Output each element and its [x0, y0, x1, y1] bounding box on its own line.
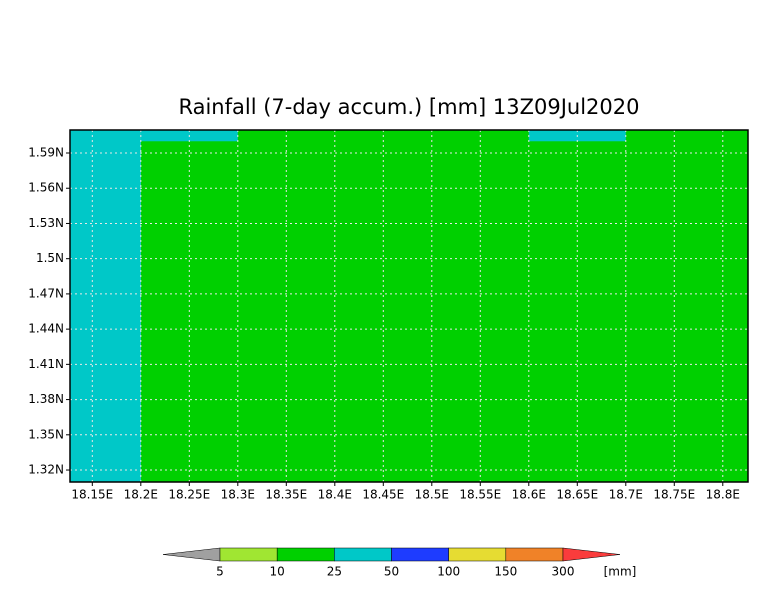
colorbar-label: 25 [327, 565, 342, 579]
colorbar-label: 10 [270, 565, 285, 579]
colorbar-high [562, 547, 621, 562]
colorbar-segment [391, 547, 449, 562]
y-tick-label: 1.59N [28, 146, 64, 160]
x-tick-label: 18.35E [265, 488, 307, 502]
y-tick-label: 1.35N [28, 427, 64, 441]
y-tick-label: 1.32N [28, 463, 64, 477]
y-tick-label: 1.44N [28, 322, 64, 336]
y-tick-label: 1.5N [36, 251, 64, 265]
plot-frame [69, 129, 749, 483]
x-tick-label: 18.6E [512, 488, 546, 502]
x-tick-label: 18.2E [124, 488, 158, 502]
colorbar-segment [219, 547, 278, 562]
x-tick-label: 18.5E [415, 488, 449, 502]
x-tick-label: 18.3E [221, 488, 255, 502]
y-tick-label: 1.53N [28, 216, 64, 230]
x-tick-label: 18.25E [168, 488, 210, 502]
x-tick-label: 18.45E [362, 488, 404, 502]
rain-cell [70, 130, 141, 482]
rain-cell [140, 130, 748, 482]
colorbar-label: 300 [552, 565, 575, 579]
colorbar-label: 50 [384, 565, 399, 579]
colorbar-segment [448, 547, 507, 562]
y-tick-label: 1.41N [28, 357, 64, 371]
y-tick-label: 1.38N [28, 392, 64, 406]
x-tick-label: 18.75E [653, 488, 695, 502]
x-tick-label: 18.55E [459, 488, 501, 502]
colorbar-label: 5 [216, 565, 224, 579]
colorbar-label: 150 [494, 565, 517, 579]
x-tick-label: 18.15E [71, 488, 113, 502]
colorbar-segment [505, 547, 564, 562]
y-tick-label: 1.47N [28, 286, 64, 300]
colorbar-label: 100 [437, 565, 460, 579]
x-tick-label: 18.4E [318, 488, 352, 502]
x-tick-label: 18.7E [609, 488, 643, 502]
x-tick-label: 18.65E [556, 488, 598, 502]
colorbar-unit: [mm] [604, 565, 637, 579]
colorbar-low [162, 547, 221, 562]
chart-title: Rainfall (7-day accum.) [mm] 13Z09Jul202… [178, 95, 639, 119]
x-tick-label: 18.8E [706, 488, 740, 502]
colorbar-segment [276, 547, 335, 562]
colorbar-segment [334, 547, 392, 562]
y-tick-label: 1.56N [28, 181, 64, 195]
